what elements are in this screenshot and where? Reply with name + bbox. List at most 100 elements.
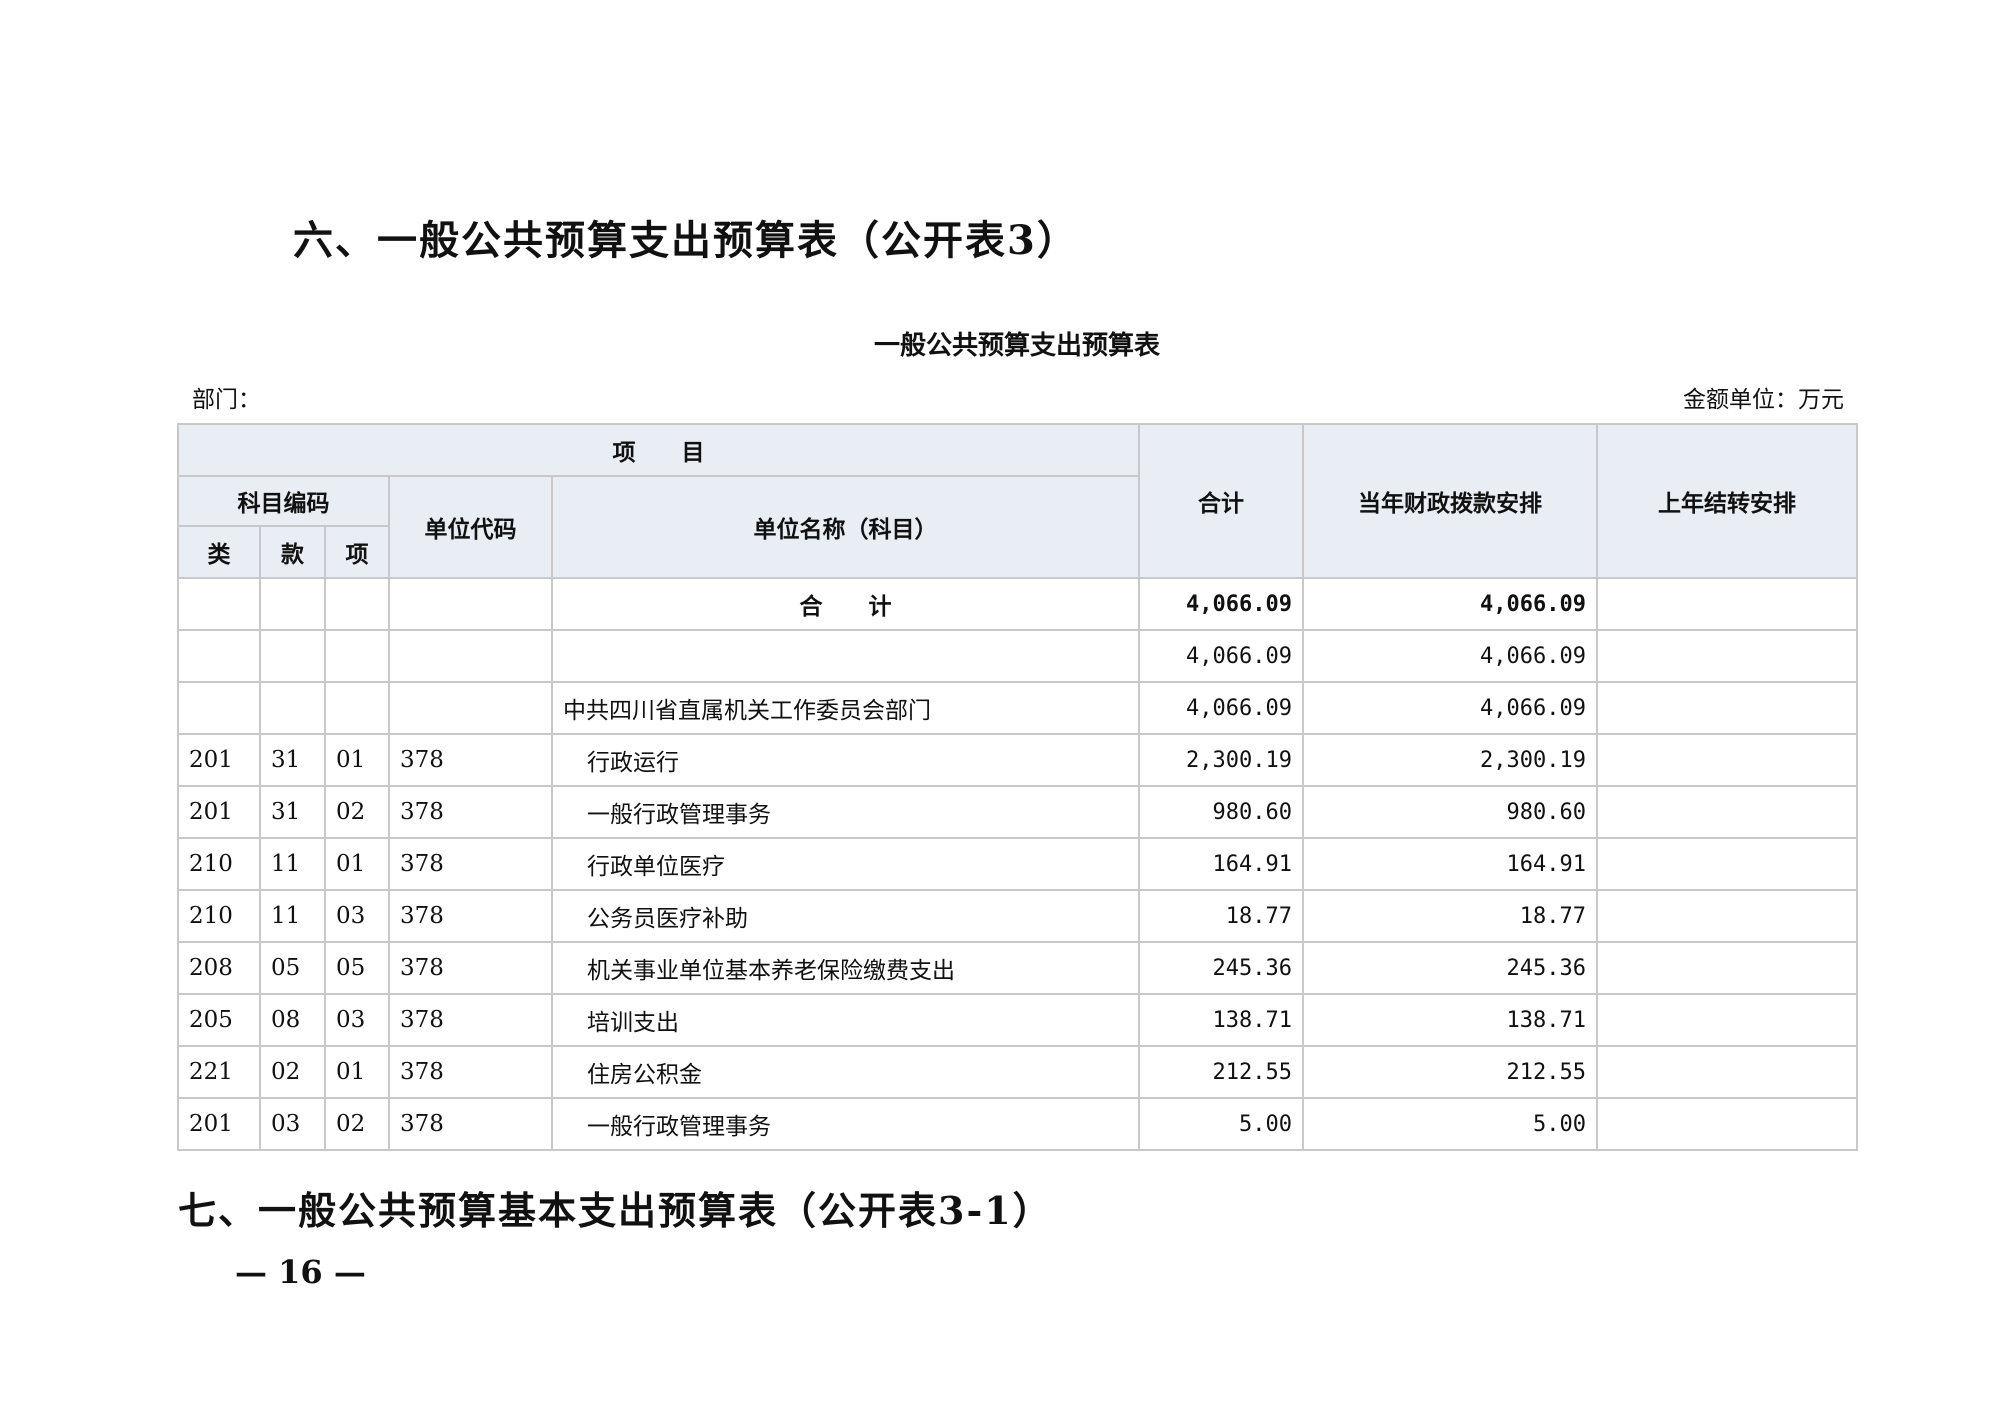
cell-kuan xyxy=(259,577,326,631)
cell-kuan: 08 xyxy=(259,993,326,1047)
table-row: 中共四川省直属机关工作委员会部门 4,066.09 4,066.09 xyxy=(177,681,1859,735)
cell-lei: 210 xyxy=(177,889,261,943)
cell-lei: 201 xyxy=(177,785,261,839)
cell-kuan: 02 xyxy=(259,1045,326,1099)
cell-carry xyxy=(1596,993,1859,1047)
cell-lei: 221 xyxy=(177,1045,261,1099)
cell-name: 中共四川省直属机关工作委员会部门 xyxy=(550,681,1141,735)
cell-total: 164.91 xyxy=(1138,837,1305,891)
budget-table: 项 目 合计 当年财政拨款安排 上年结转安排 科目编码 单位代码 单位名称（科目… xyxy=(176,423,1859,1151)
cell-lei: 201 xyxy=(177,1097,261,1151)
cell-xiang: 01 xyxy=(324,1045,390,1099)
page-number: — 16 — xyxy=(235,1253,366,1291)
cell-kuan: 31 xyxy=(259,733,326,787)
cell-name xyxy=(550,629,1141,683)
department-label: 部门： xyxy=(192,387,261,413)
header-current: 当年财政拨款安排 xyxy=(1302,423,1599,579)
cell-carry xyxy=(1596,577,1859,631)
cell-total: 18.77 xyxy=(1138,889,1305,943)
cell-current: 18.77 xyxy=(1302,889,1599,943)
cell-lei xyxy=(177,629,261,683)
cell-name: 公务员医疗补助 xyxy=(550,889,1141,943)
cell-code: 378 xyxy=(388,941,553,995)
cell-total: 4,066.09 xyxy=(1138,577,1305,631)
cell-lei xyxy=(177,681,261,735)
cell-xiang xyxy=(324,577,390,631)
cell-carry xyxy=(1596,889,1859,943)
header-carry: 上年结转安排 xyxy=(1596,423,1859,579)
cell-lei: 205 xyxy=(177,993,261,1047)
cell-xiang: 02 xyxy=(324,785,390,839)
cell-total: 2,300.19 xyxy=(1138,733,1305,787)
header-unit-code: 单位代码 xyxy=(388,475,553,579)
table-row: 201 31 01 378 行政运行 2,300.19 2,300.19 xyxy=(177,733,1859,787)
cell-lei: 208 xyxy=(177,941,261,995)
cell-name: 住房公积金 xyxy=(550,1045,1141,1099)
table-row: 210 11 03 378 公务员医疗补助 18.77 18.77 xyxy=(177,889,1859,943)
cell-carry xyxy=(1596,1097,1859,1151)
cell-code: 378 xyxy=(388,1045,553,1099)
cell-xiang: 05 xyxy=(324,941,390,995)
cell-kuan xyxy=(259,629,326,683)
cell-xiang: 03 xyxy=(324,889,390,943)
cell-name: 机关事业单位基本养老保险缴费支出 xyxy=(550,941,1141,995)
cell-xiang: 01 xyxy=(324,733,390,787)
cell-total: 212.55 xyxy=(1138,1045,1305,1099)
cell-carry xyxy=(1596,837,1859,891)
header-code: 科目编码 xyxy=(177,475,390,527)
table-row: 221 02 01 378 住房公积金 212.55 212.55 xyxy=(177,1045,1859,1099)
cell-carry xyxy=(1596,629,1859,683)
cell-code: 378 xyxy=(388,1097,553,1151)
cell-name: 合 计 xyxy=(550,577,1141,631)
unit-label: 金额单位：万元 xyxy=(1683,387,1844,413)
cell-total: 138.71 xyxy=(1138,993,1305,1047)
cell-carry xyxy=(1596,785,1859,839)
cell-current: 2,300.19 xyxy=(1302,733,1599,787)
header-lei: 类 xyxy=(177,525,261,579)
cell-carry xyxy=(1596,733,1859,787)
cell-code: 378 xyxy=(388,889,553,943)
cell-total: 245.36 xyxy=(1138,941,1305,995)
cell-code xyxy=(388,681,553,735)
cell-current: 164.91 xyxy=(1302,837,1599,891)
cell-code: 378 xyxy=(388,993,553,1047)
header-unit-name: 单位名称（科目） xyxy=(550,475,1141,579)
header-xiang: 项 xyxy=(324,525,390,579)
cell-carry xyxy=(1596,941,1859,995)
cell-name: 一般行政管理事务 xyxy=(550,785,1141,839)
cell-name: 行政单位医疗 xyxy=(550,837,1141,891)
cell-total: 980.60 xyxy=(1138,785,1305,839)
cell-xiang: 03 xyxy=(324,993,390,1047)
cell-name: 培训支出 xyxy=(550,993,1141,1047)
cell-code xyxy=(388,577,553,631)
cell-current: 212.55 xyxy=(1302,1045,1599,1099)
table-row: 201 03 02 378 一般行政管理事务 5.00 5.00 xyxy=(177,1097,1859,1151)
cell-xiang: 01 xyxy=(324,837,390,891)
table-row: 208 05 05 378 机关事业单位基本养老保险缴费支出 245.36 245.36 xyxy=(177,941,1859,995)
table-title: 一般公共预算支出预算表 xyxy=(873,331,1160,361)
cell-lei: 201 xyxy=(177,733,261,787)
cell-kuan: 03 xyxy=(259,1097,326,1151)
cell-current: 5.00 xyxy=(1302,1097,1599,1151)
cell-kuan xyxy=(259,681,326,735)
next-section-title: 七、一般公共预算基本支出预算表（公开表3-1） xyxy=(178,1188,1053,1233)
cell-kuan: 05 xyxy=(259,941,326,995)
cell-total: 4,066.09 xyxy=(1138,629,1305,683)
cell-current: 138.71 xyxy=(1302,993,1599,1047)
cell-lei: 210 xyxy=(177,837,261,891)
cell-total: 5.00 xyxy=(1138,1097,1305,1151)
cell-current: 245.36 xyxy=(1302,941,1599,995)
cell-current: 4,066.09 xyxy=(1302,629,1599,683)
section-title: 六、一般公共预算支出预算表（公开表3） xyxy=(293,217,1079,264)
cell-name: 行政运行 xyxy=(550,733,1141,787)
cell-code: 378 xyxy=(388,733,553,787)
table-row: 210 11 01 378 行政单位医疗 164.91 164.91 xyxy=(177,837,1859,891)
cell-kuan: 11 xyxy=(259,889,326,943)
header-total: 合计 xyxy=(1138,423,1305,579)
cell-carry xyxy=(1596,681,1859,735)
cell-current: 980.60 xyxy=(1302,785,1599,839)
cell-code: 378 xyxy=(388,837,553,891)
table-row: 205 08 03 378 培训支出 138.71 138.71 xyxy=(177,993,1859,1047)
table-row: 201 31 02 378 一般行政管理事务 980.60 980.60 xyxy=(177,785,1859,839)
cell-lei xyxy=(177,577,261,631)
